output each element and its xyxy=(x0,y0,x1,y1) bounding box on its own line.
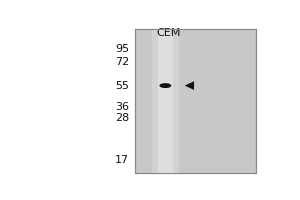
Ellipse shape xyxy=(159,83,171,88)
Bar xyxy=(135,29,256,173)
Text: 36: 36 xyxy=(115,102,129,112)
Text: 55: 55 xyxy=(115,81,129,91)
Bar xyxy=(152,29,179,173)
Text: 72: 72 xyxy=(115,57,129,67)
Text: 28: 28 xyxy=(115,113,129,123)
Text: CEM: CEM xyxy=(157,28,181,38)
Text: 95: 95 xyxy=(115,44,129,54)
Bar xyxy=(158,29,173,173)
Polygon shape xyxy=(185,81,194,90)
Text: 17: 17 xyxy=(115,155,129,165)
Bar xyxy=(135,29,256,173)
